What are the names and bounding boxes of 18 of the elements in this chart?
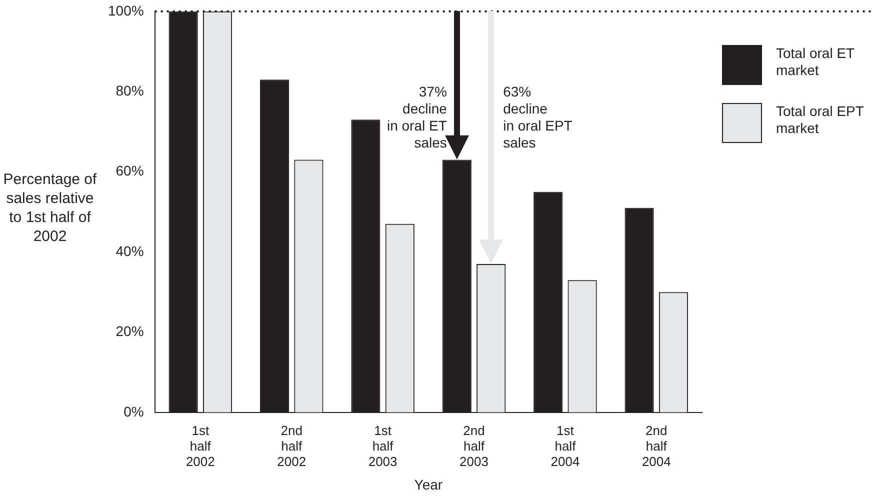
text: Total oral ET market bbox=[776, 45, 856, 79]
y-tick-label: 40% bbox=[116, 242, 144, 259]
y-tick-label: 80% bbox=[116, 82, 144, 98]
x-tick-label: 2nd half 2003 bbox=[460, 422, 488, 469]
y-tick-label: 100% bbox=[108, 2, 144, 18]
y-axis-title: Percentage of sales relative to 1st half of 2002 bbox=[2, 170, 98, 246]
x-tick-label: 1st half 2003 bbox=[368, 422, 398, 469]
x-tick-label: 1st half 2004 bbox=[550, 422, 580, 469]
text: Total oral EPT market bbox=[776, 103, 865, 137]
y-tick-label: 60% bbox=[116, 162, 144, 179]
x-axis-title: Year bbox=[414, 476, 443, 492]
x-tick-label: 2nd half 2004 bbox=[642, 422, 671, 469]
annotation: 37% decline in oral ET sales bbox=[386, 83, 448, 150]
y-tick-label: 20% bbox=[116, 323, 144, 340]
y-tick-label: 0% bbox=[124, 403, 144, 420]
x-tick-label: 1st half 2002 bbox=[186, 422, 215, 469]
x-tick-label: 2nd half 2002 bbox=[277, 422, 306, 469]
annotation: 63% decline in oral EPT sales bbox=[503, 83, 573, 150]
